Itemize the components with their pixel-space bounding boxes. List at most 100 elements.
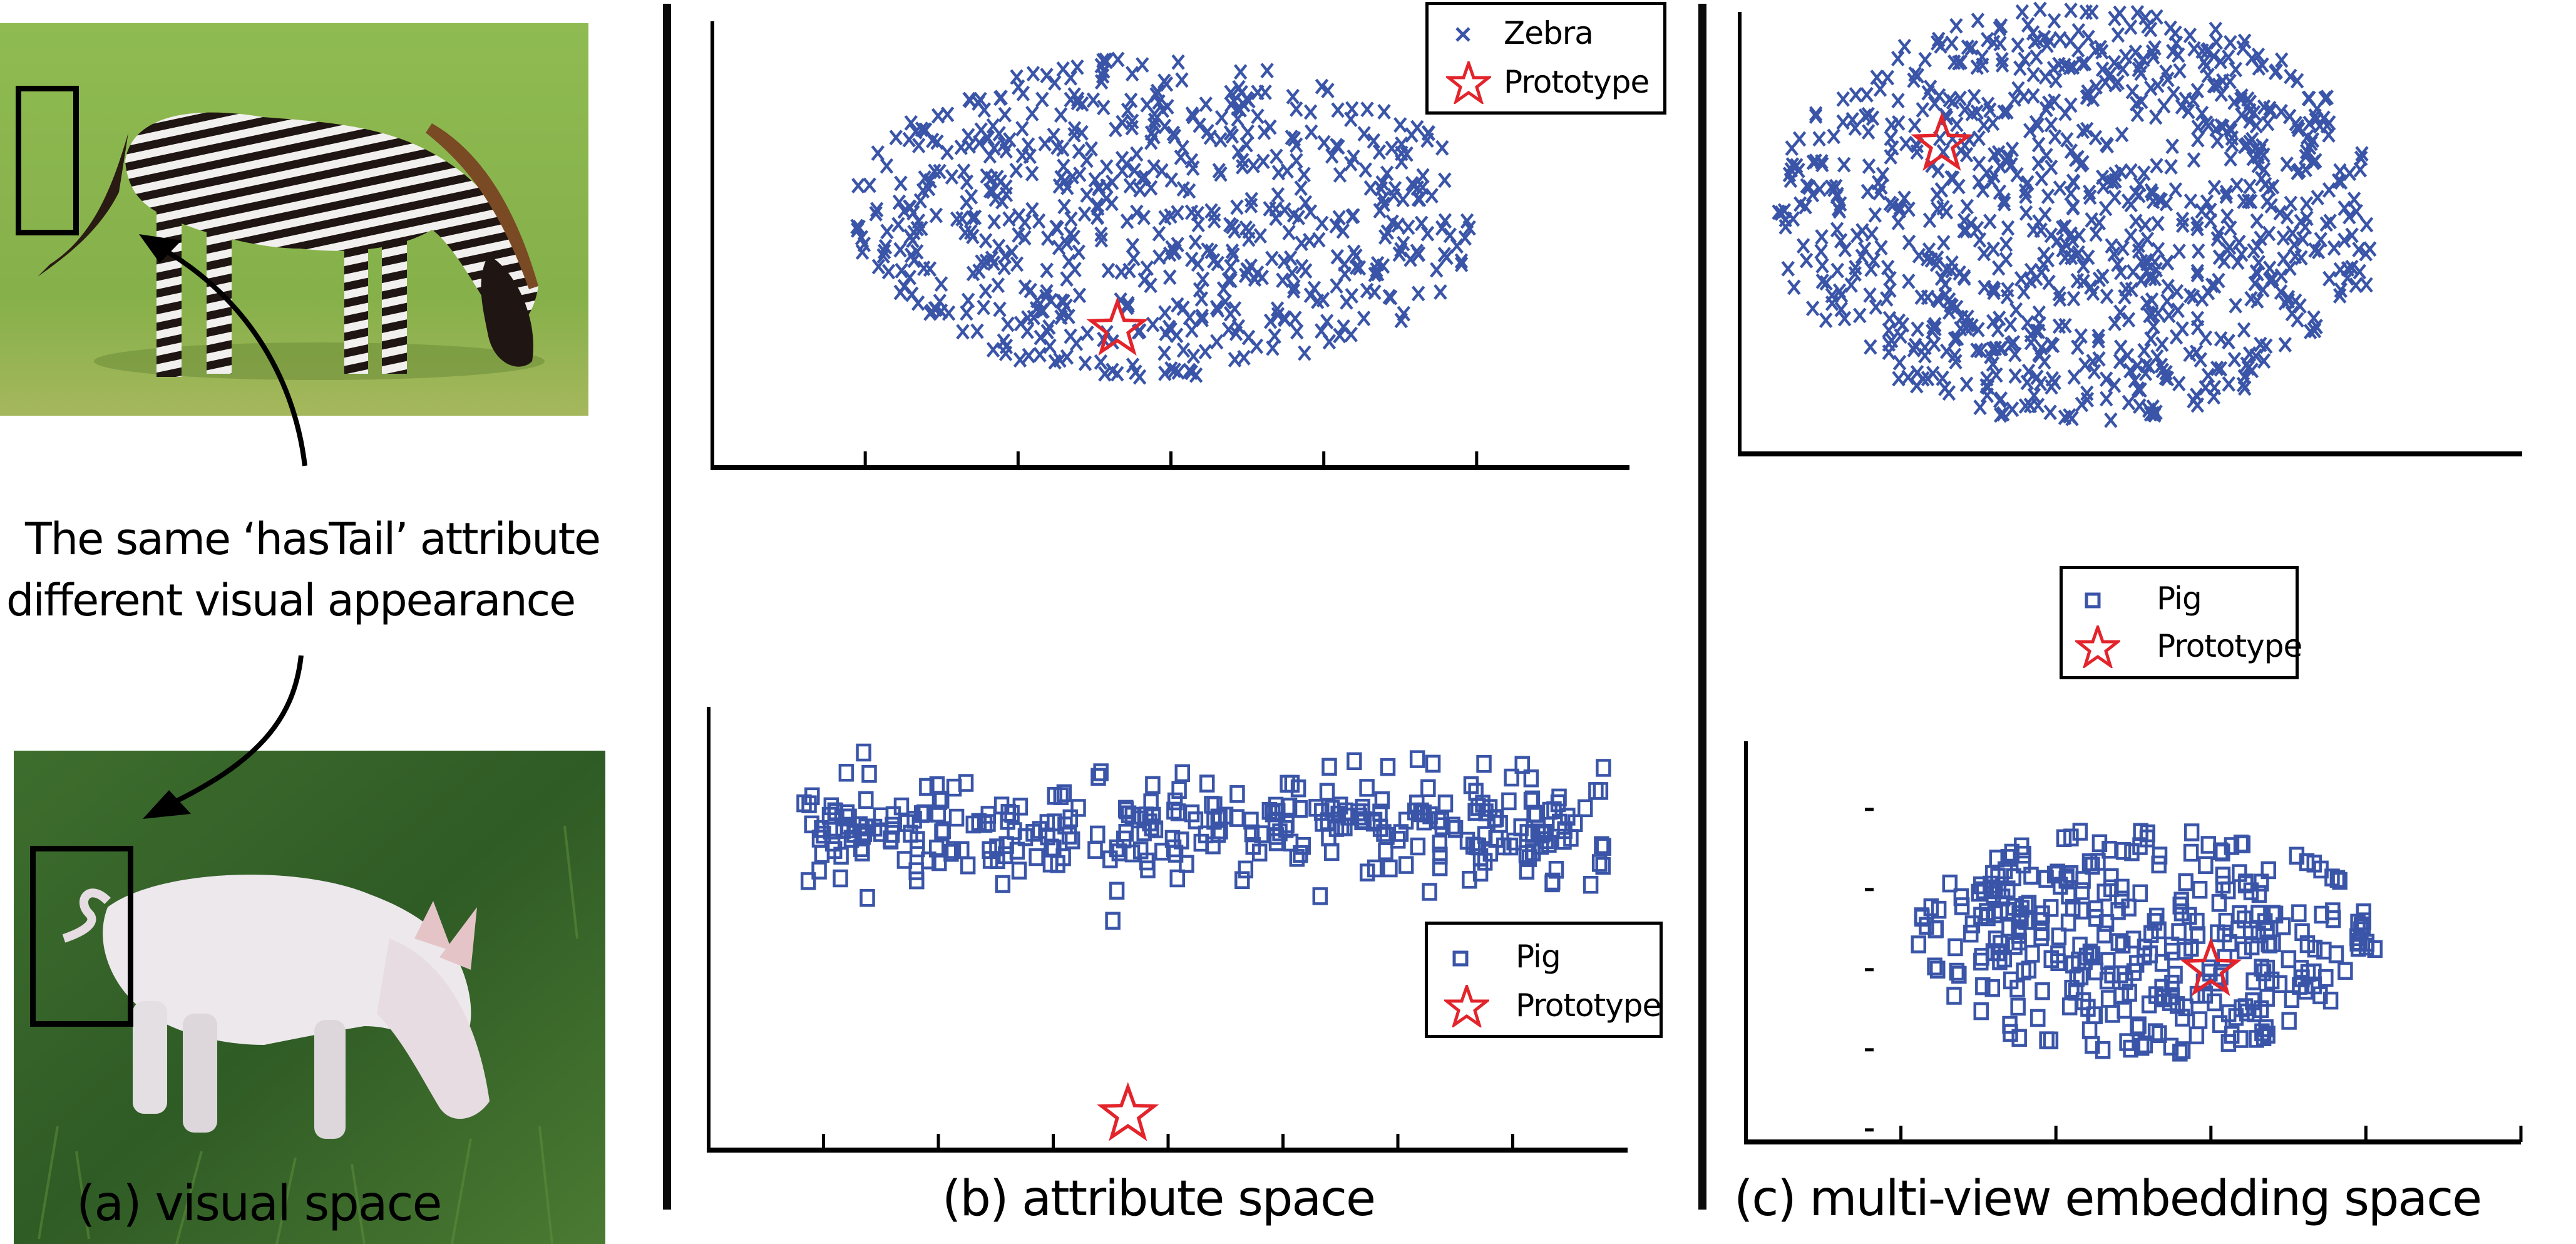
data-point — [2031, 155, 2045, 172]
data-point — [1883, 282, 1897, 298]
data-point — [2224, 151, 2237, 167]
data-point — [2013, 909, 2029, 927]
data-point — [1295, 235, 1308, 252]
data-point — [1040, 262, 1054, 279]
data-point — [2329, 870, 2346, 888]
data-point — [1333, 327, 1347, 344]
data-point — [2173, 63, 2187, 79]
data-point — [2118, 48, 2133, 64]
legend-pig-embedding: Pig Prototype — [2060, 566, 2302, 679]
data-point — [2345, 259, 2359, 275]
data-point — [2003, 1024, 2018, 1042]
data-point — [1111, 51, 1125, 68]
data-point — [2100, 990, 2117, 1008]
data-point — [1376, 824, 1392, 842]
data-point — [2212, 77, 2226, 93]
data-point — [1130, 146, 1144, 162]
data-point — [2255, 57, 2269, 73]
data-point — [840, 816, 856, 835]
data-point — [2114, 878, 2130, 897]
data-point — [1290, 101, 1303, 117]
data-point — [2111, 27, 2125, 43]
data-point — [1282, 225, 1296, 240]
data-point — [1094, 58, 1108, 74]
data-point — [2111, 75, 2125, 91]
data-point — [2085, 4, 2099, 20]
data-point — [1899, 135, 1913, 152]
data-point — [1146, 316, 1160, 332]
data-point — [2175, 1009, 2190, 1027]
data-point — [1175, 72, 1189, 88]
data-point — [2108, 11, 2122, 26]
data-point — [2011, 1029, 2027, 1047]
data-point — [1121, 102, 1135, 118]
data-point — [1958, 213, 1971, 229]
data-point — [876, 248, 890, 264]
data-point — [1263, 119, 1277, 135]
data-point — [2041, 188, 2055, 204]
legend-zebra-label: Zebra — [1504, 15, 1594, 51]
data-point — [2066, 290, 2081, 307]
data-point — [2107, 54, 2122, 71]
data-point — [2052, 318, 2066, 334]
data-point — [1098, 366, 1112, 382]
data-point — [2076, 123, 2090, 140]
data-point — [2049, 73, 2063, 89]
data-point — [2161, 279, 2175, 295]
data-point — [2043, 1031, 2059, 1050]
data-point — [1929, 256, 1944, 272]
data-point — [1325, 148, 1339, 164]
data-point — [2098, 200, 2113, 217]
data-point — [1946, 170, 1960, 187]
data-point — [2132, 187, 2146, 203]
data-point — [1477, 826, 1493, 844]
data-point — [1787, 279, 1801, 296]
data-point — [2257, 913, 2273, 931]
data-point — [878, 239, 893, 255]
data-point — [1042, 319, 1056, 335]
data-point — [1013, 352, 1027, 368]
data-point — [1258, 84, 1272, 100]
data-point — [1377, 104, 1391, 120]
data-point — [1280, 774, 1295, 793]
data-point — [2088, 130, 2103, 146]
data-point — [894, 175, 908, 192]
data-point — [1295, 259, 1309, 275]
data-point — [1996, 406, 2010, 422]
data-point — [1198, 344, 1213, 360]
data-point — [1168, 244, 1182, 259]
data-point — [2245, 972, 2261, 990]
data-point — [1242, 231, 1256, 247]
data-point — [1133, 182, 1147, 198]
data-point — [1864, 339, 1877, 355]
data-point — [1594, 836, 1609, 855]
data-point — [2048, 129, 2062, 145]
data-point — [2081, 89, 2095, 105]
data-point — [1070, 799, 1086, 817]
data-point — [2064, 185, 2078, 202]
data-point — [1414, 215, 1429, 232]
data-point — [1946, 987, 1962, 1005]
data-point — [2035, 339, 2048, 356]
data-point — [1174, 831, 1189, 850]
data-point — [1902, 273, 1916, 289]
data-point — [1233, 101, 1247, 118]
data-point — [1033, 347, 1047, 362]
data-point — [1504, 768, 1519, 787]
data-point — [1930, 187, 1944, 203]
data-point — [2027, 388, 2041, 404]
data-point — [1109, 839, 1125, 858]
data-point — [1434, 284, 1447, 300]
data-point — [1545, 872, 1561, 891]
data-point — [1127, 162, 1141, 178]
data-point — [1882, 344, 1896, 361]
data-point — [986, 118, 1000, 134]
data-point — [2194, 352, 2207, 368]
data-point — [1376, 191, 1390, 207]
data-point — [2000, 849, 2016, 867]
pig-tail-highlight-box — [30, 846, 133, 1027]
data-point — [2168, 182, 2183, 198]
data-point — [1836, 91, 1850, 107]
data-point — [903, 269, 917, 285]
data-point — [1298, 195, 1313, 211]
